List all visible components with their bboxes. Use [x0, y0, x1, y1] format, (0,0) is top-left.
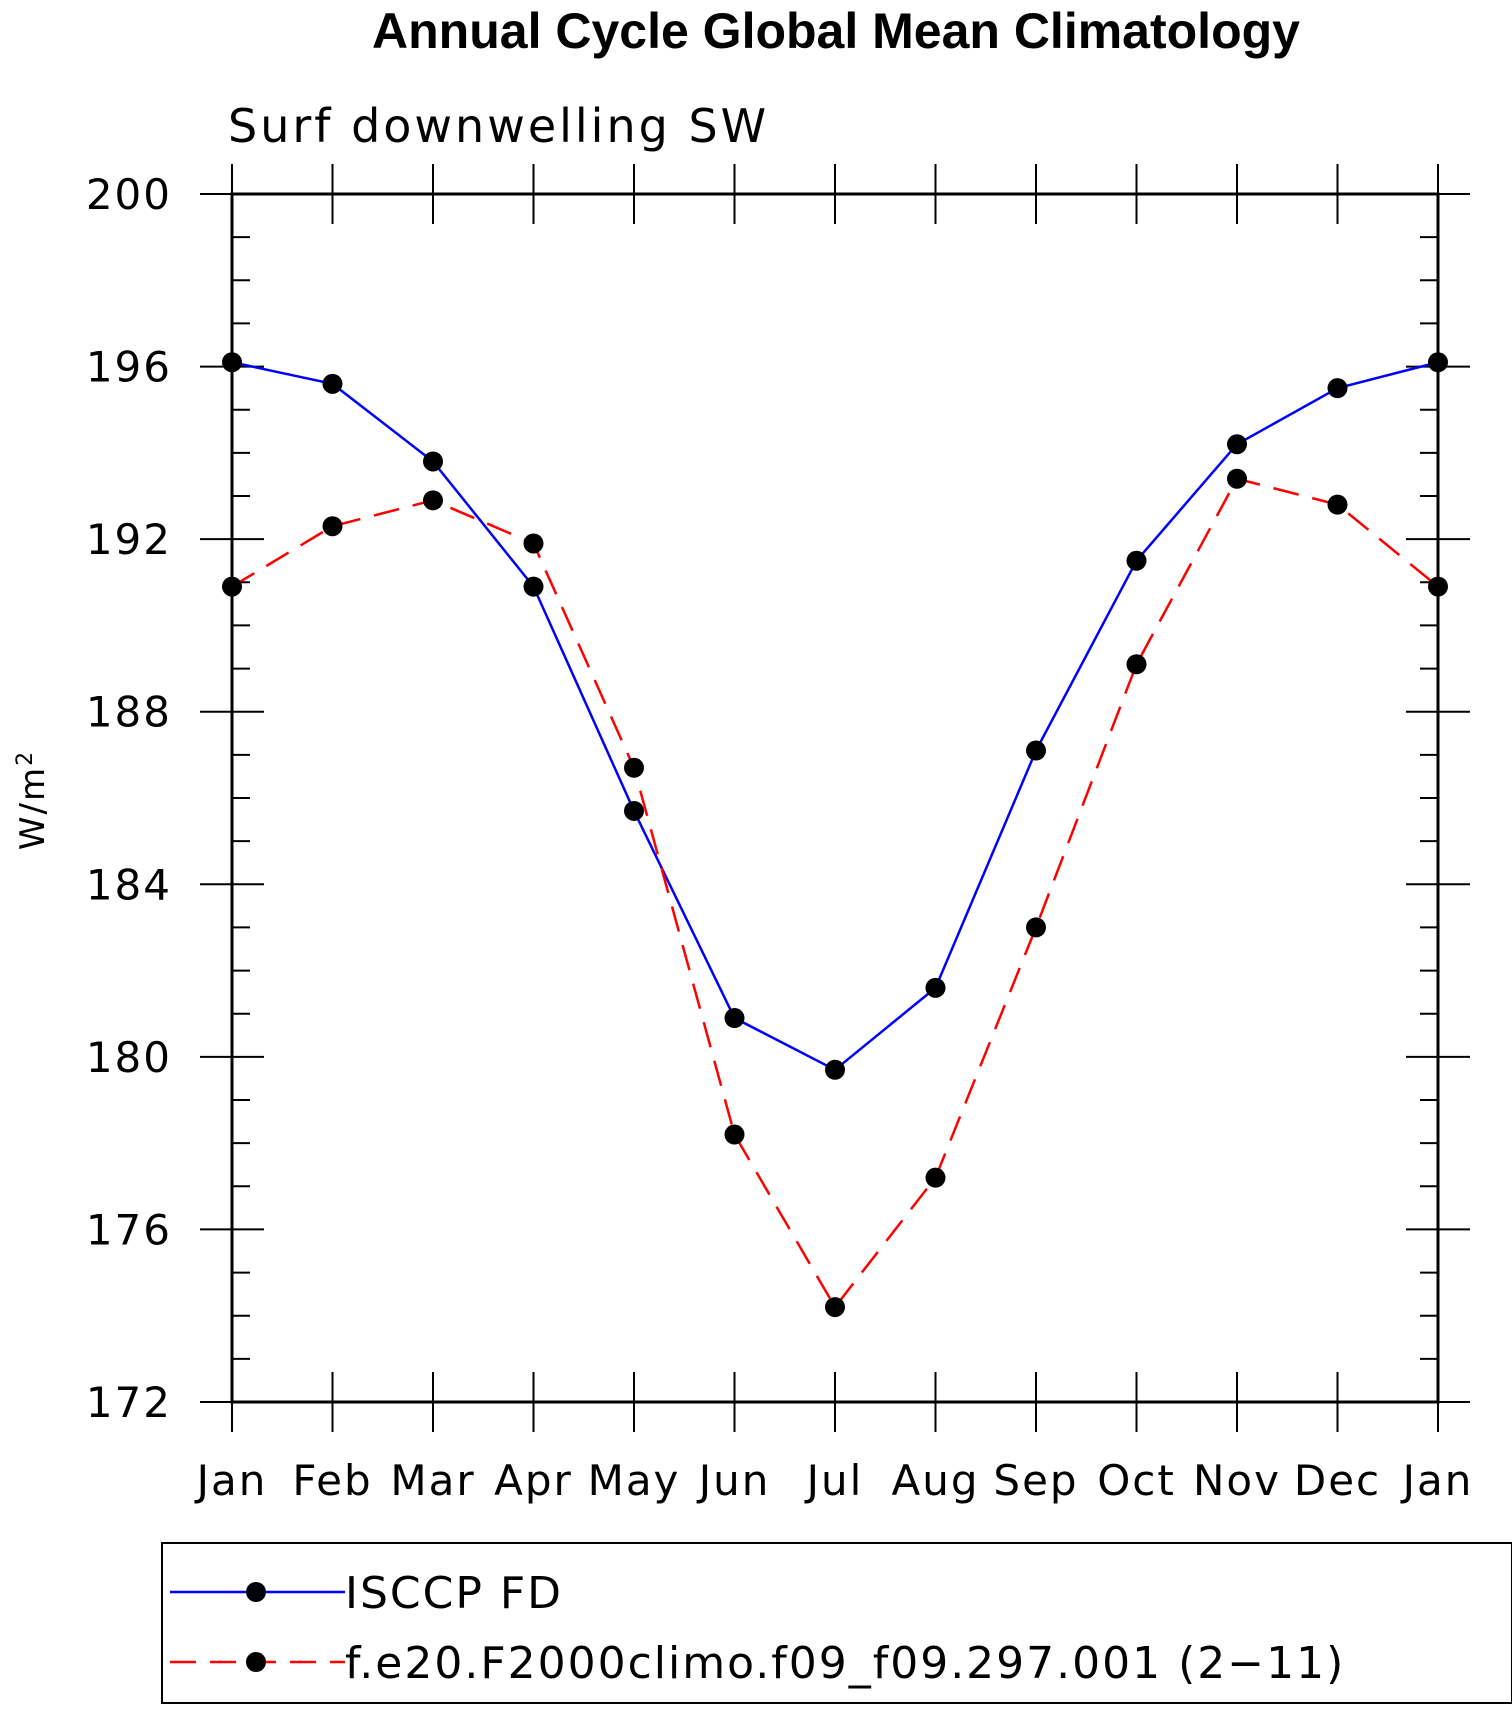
axes: 172 176 180 184 188 192 196 200 Jan Feb Mar Apr May J…: [86, 164, 1474, 1505]
x-tick-label: Mar: [390, 1456, 475, 1505]
y-tick-label: 192: [86, 515, 172, 564]
series-1-point: [1126, 550, 1147, 571]
x-tick-label: Apr: [494, 1456, 573, 1505]
series-2-point: [624, 757, 644, 778]
x-tick-label: Nov: [1193, 1456, 1281, 1505]
x-tick-label: Jun: [696, 1456, 771, 1505]
series-2-point: [724, 1124, 745, 1145]
series-2-point: [1428, 576, 1448, 597]
plot-frame: [230, 192, 1440, 1404]
series-2-point: [925, 1167, 946, 1188]
y-axis-label-superscript: 2: [13, 750, 38, 766]
y-tick-label: 180: [86, 1033, 172, 1082]
series-1-line: [231, 361, 1439, 1072]
x-tick-label: Feb: [292, 1456, 372, 1505]
y-axis-label-text: W/m: [13, 766, 53, 850]
series-2-point: [523, 533, 544, 554]
series-1-point: [825, 1059, 845, 1080]
x-tick-label: Oct: [1097, 1456, 1176, 1505]
series-1-point: [624, 800, 644, 821]
x-tick-label: Dec: [1294, 1456, 1381, 1505]
y-tick-label: 188: [86, 688, 172, 737]
series-2-point: [222, 576, 242, 597]
series-1-point: [1327, 378, 1348, 399]
x-tick-label: Jan: [194, 1456, 268, 1505]
legend: ISCCP FD f.e20.F2000climo.f09_f09.297.001…: [161, 1542, 1512, 1704]
series-1-point: [1428, 352, 1448, 373]
series-2-point: [1327, 494, 1348, 515]
y-tick-label: 200: [86, 170, 172, 219]
series-2-point: [423, 490, 443, 511]
x-tick-label: Jan: [1400, 1456, 1474, 1505]
series-2-point: [322, 516, 343, 537]
series-2-point: [1227, 468, 1247, 489]
series-2-point: [1026, 917, 1046, 938]
legend-label-1: ISCCP FD: [345, 1568, 563, 1619]
series-2-point: [1126, 654, 1147, 675]
series-1-point: [523, 576, 544, 597]
series-1-point: [724, 1008, 745, 1029]
series-1-point: [1227, 434, 1247, 455]
y-tick-label: 184: [86, 860, 172, 909]
series-2-line: [231, 477, 1439, 1310]
legend-swatch-marker-1: [246, 1582, 266, 1602]
x-tick-label: Aug: [891, 1456, 979, 1505]
legend-box: [161, 1542, 1512, 1704]
chart-title: Annual Cycle Global Mean Climatology: [372, 3, 1300, 59]
y-axis-label: W/m2: [13, 750, 54, 850]
x-tick-label: Jul: [804, 1456, 864, 1505]
x-tick-label: Sep: [993, 1456, 1078, 1505]
svg-text:W/m2: W/m2: [13, 750, 54, 850]
series-2-point: [825, 1297, 845, 1318]
y-tick-label: 176: [86, 1205, 172, 1254]
y-tick-label: 172: [86, 1378, 172, 1427]
legend-swatch-marker-2: [246, 1652, 266, 1672]
chart-subtitle: Surf downwelling SW: [228, 99, 769, 153]
series-1-point: [1026, 740, 1046, 761]
series-1-point: [322, 373, 343, 394]
legend-label-2: f.e20.F2000climo.f09_f09.297.001 (2−11): [345, 1638, 1345, 1689]
series-1-point: [925, 977, 946, 998]
series-1-point: [222, 352, 242, 373]
series-layer: [222, 352, 1448, 1318]
series-1-point: [423, 451, 443, 472]
x-tick-label: May: [588, 1456, 681, 1505]
y-tick-label: 196: [86, 343, 172, 392]
